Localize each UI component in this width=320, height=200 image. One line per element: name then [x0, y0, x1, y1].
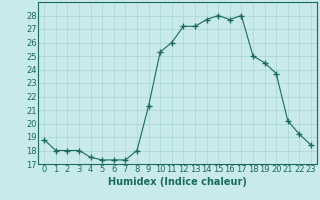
X-axis label: Humidex (Indice chaleur): Humidex (Indice chaleur) [108, 177, 247, 187]
